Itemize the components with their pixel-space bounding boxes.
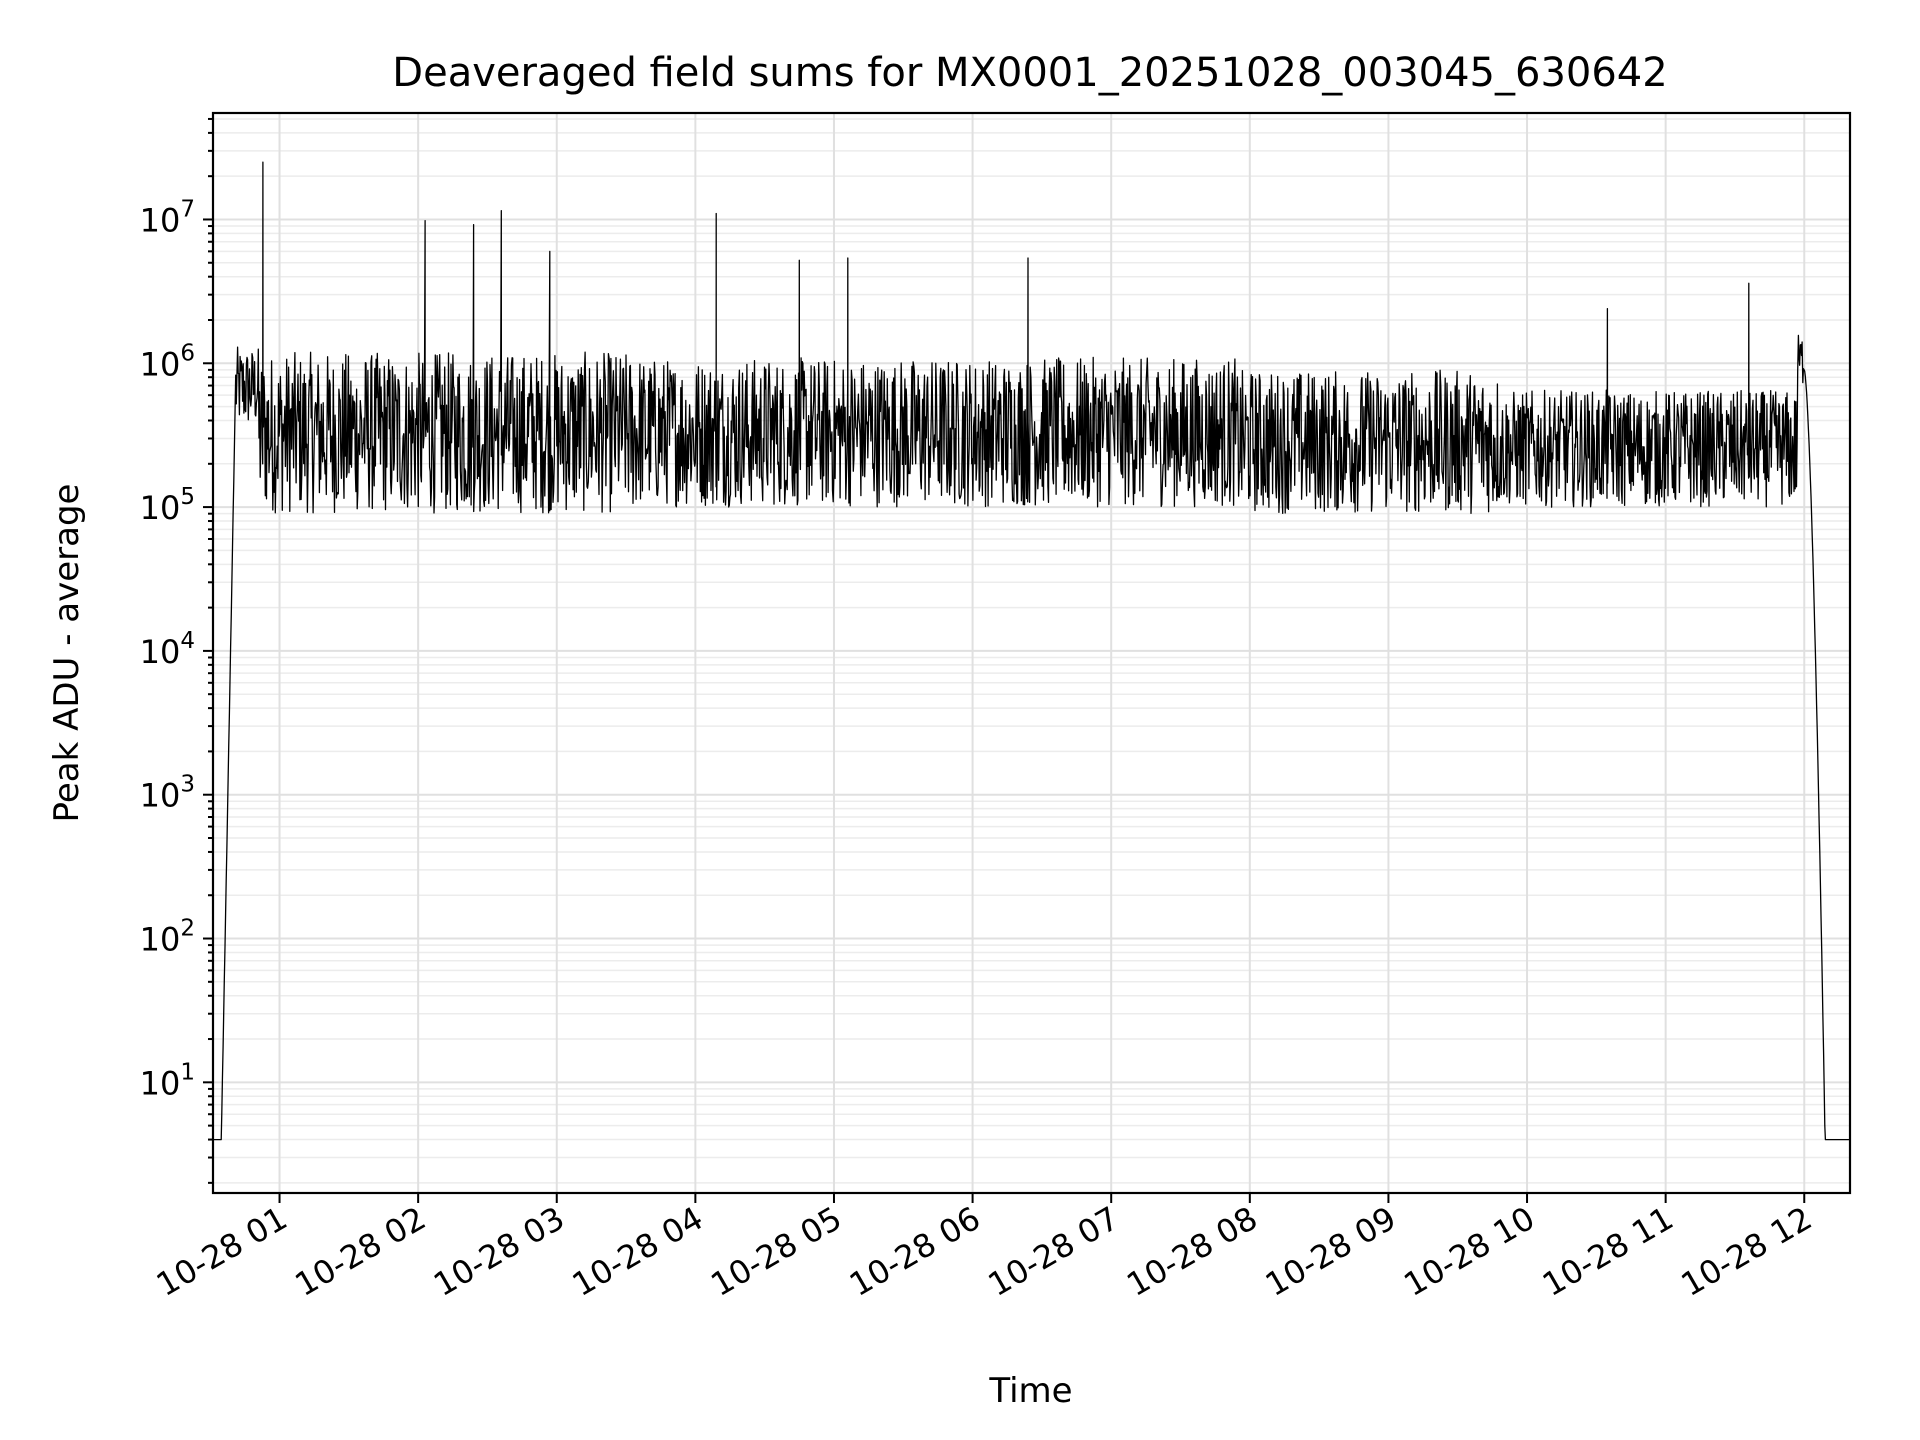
y-tick-label: 104 bbox=[140, 628, 195, 671]
y-axis: 101 102 103 104 105 106 107 bbox=[140, 117, 213, 1184]
plot-frame bbox=[211, 111, 1852, 1195]
x-axis-label: Time bbox=[988, 1371, 1072, 1411]
y-tick-label: 106 bbox=[140, 340, 195, 383]
y-tick-label: 102 bbox=[140, 916, 195, 959]
y-tick-label: 107 bbox=[140, 196, 195, 239]
y-tick-label: 101 bbox=[140, 1059, 195, 1102]
y-axis-label: Peak ADU - average bbox=[47, 484, 87, 823]
grid bbox=[213, 113, 1850, 1193]
series-layer bbox=[212, 161, 1851, 1141]
y-tick-label: 103 bbox=[140, 772, 195, 815]
y-tick-label: 105 bbox=[140, 484, 195, 527]
series-line bbox=[212, 161, 1851, 1141]
chart-title: Deaveraged field sums for MX0001_2025102… bbox=[392, 50, 1667, 96]
